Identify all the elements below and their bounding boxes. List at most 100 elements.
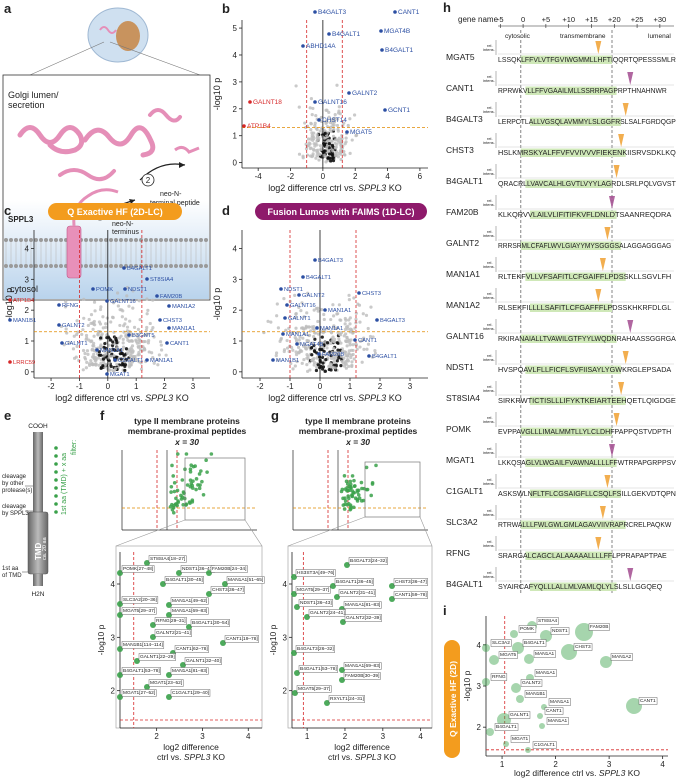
y-tick-label: 2 [233, 105, 238, 114]
gene-label: CANT1 [170, 341, 189, 347]
lipid-head [204, 238, 208, 242]
data-point [305, 311, 309, 315]
data-point [320, 119, 324, 124]
gene-label: MAN1A2 [612, 654, 632, 660]
bubble [540, 630, 552, 642]
data-point [137, 341, 141, 345]
data-point [91, 321, 95, 325]
pill [444, 640, 460, 758]
tm-highlight [520, 427, 612, 436]
intensity-label: rel. [487, 353, 493, 358]
data-point [318, 144, 323, 148]
sequence: HVSPQAVLFLLFICFLSVFIISAYLYGWKRGLEPSADA [498, 365, 671, 374]
highlight-point [91, 287, 95, 291]
data-point [303, 343, 307, 347]
intensity-label: intens. [483, 233, 495, 238]
x-tick-label: 2 [162, 382, 167, 391]
data-point [347, 364, 351, 368]
data-point [329, 139, 333, 144]
y-tick-label: 4 [111, 580, 116, 589]
label-box [148, 555, 187, 563]
data-point [67, 340, 71, 344]
highlight-point [105, 372, 109, 376]
position-tick: +30 [654, 15, 667, 24]
label-box [588, 623, 610, 631]
tm-highlight [525, 458, 617, 467]
x-tick-label: 3 [200, 732, 205, 741]
lipid-head [14, 264, 18, 268]
data-point [306, 137, 311, 141]
gene-label: NDST1 [284, 287, 303, 293]
highlight-point [145, 277, 149, 281]
data-point [345, 344, 349, 348]
data-point [369, 305, 373, 309]
intensity-label: rel. [487, 136, 493, 141]
data-point [282, 297, 286, 301]
data-point [294, 84, 298, 88]
lipid-head [34, 264, 38, 268]
data-point [324, 160, 328, 164]
data-point [337, 105, 341, 109]
data-point [308, 146, 313, 151]
gene-label: MAN1A1 [100, 348, 123, 354]
data-point [352, 113, 357, 117]
data-point [342, 121, 346, 125]
data-point [306, 291, 310, 295]
data-point [325, 346, 329, 350]
data-point [301, 154, 305, 158]
lipid-head [59, 238, 63, 242]
data-point [332, 117, 336, 121]
gene-label: RFNG [62, 303, 79, 309]
data-point [320, 355, 325, 359]
data-point [306, 339, 310, 343]
label-box [520, 679, 543, 687]
gene-label: GALNT2 [352, 90, 378, 97]
peptide-point [188, 484, 193, 489]
x-tick-label: 2 [343, 732, 348, 741]
data-point [64, 299, 68, 304]
highlight-point [167, 304, 171, 308]
data-point [121, 341, 125, 345]
peptide-point [341, 503, 346, 507]
data-point [114, 336, 118, 341]
peptide-label: HS3ST3A[49–76] [297, 570, 334, 576]
data-point [104, 346, 108, 350]
peptide-point [342, 507, 347, 511]
gene-label: C1GALT1 [118, 358, 143, 364]
data-point [122, 324, 126, 328]
lipid-head [44, 264, 48, 268]
gene-label: CANT1 [358, 338, 377, 344]
data-point [344, 136, 348, 140]
data-point [326, 156, 330, 160]
column-header: gene name [458, 15, 499, 24]
label-box [295, 569, 336, 577]
lipid-head [179, 238, 183, 242]
data-point [282, 348, 287, 352]
x-axis-label: log2 difference ctrl vs. SPPL3 KO [268, 183, 401, 193]
data-point [309, 346, 313, 350]
lipid-head [129, 264, 133, 268]
data-point [98, 344, 103, 349]
panel-letter: i [443, 603, 447, 618]
peptide-point [209, 452, 214, 456]
peptide-point [188, 478, 193, 483]
lipid-head [84, 264, 88, 268]
tm-highlight [525, 86, 617, 95]
intensity-label: intens. [483, 47, 495, 52]
gene-label: MAN1A1 [550, 699, 570, 705]
lipid-head [104, 238, 108, 242]
gene-name: MAN1A1 [446, 269, 480, 279]
data-point [81, 368, 85, 372]
data-point [99, 305, 103, 309]
data-point [347, 298, 351, 302]
gene-label: MAN1A1 [548, 718, 568, 724]
data-point [143, 339, 147, 344]
label-box [638, 697, 658, 705]
tm-highlight [529, 396, 626, 405]
data-point [373, 348, 377, 353]
peptide-point [222, 581, 228, 587]
sequence: RPRWKVLLFFVGAAILMLLSSRRPAGPRPTHNAHNWR [498, 86, 667, 95]
tm-highlight [529, 303, 612, 312]
highlight-point [323, 308, 327, 312]
label-box [534, 669, 557, 677]
